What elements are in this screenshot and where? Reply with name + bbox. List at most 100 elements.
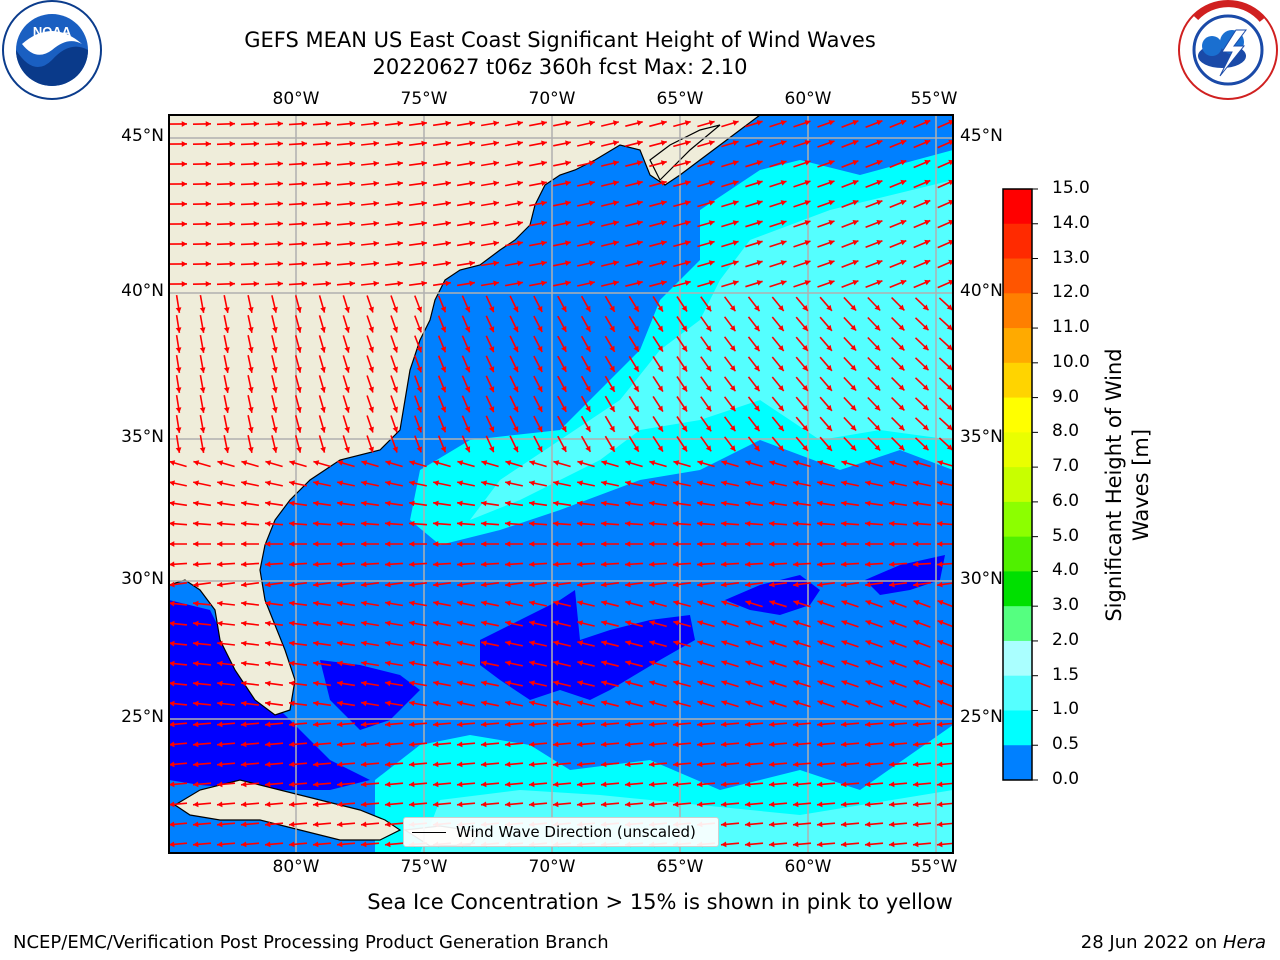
- wind-wave-arrow-head: [817, 480, 823, 486]
- wind-wave-arrow-head: [609, 425, 615, 432]
- wind-wave-arrow-head: [409, 721, 415, 728]
- wind-wave-arrow-head: [193, 801, 199, 808]
- lon-tick-top-70w: 70°W: [528, 89, 576, 109]
- wind-wave-arrow-head: [577, 700, 584, 706]
- wind-wave-arrow-head: [217, 600, 223, 607]
- wind-wave-arrow-head: [804, 200, 811, 206]
- lat-tick-right-30n: 30°N: [960, 569, 1003, 589]
- wind-wave-arrow-head: [481, 561, 487, 568]
- wind-wave-arrow-head: [325, 220, 331, 227]
- wind-wave-arrow-head: [601, 480, 607, 486]
- wind-wave-arrow-head: [481, 581, 487, 588]
- wind-wave-arrow-head: [537, 426, 543, 432]
- wind-wave-arrow-head: [505, 781, 511, 788]
- wind-wave-arrow-head: [565, 240, 571, 246]
- wind-wave-arrow-head: [385, 700, 391, 707]
- wind-wave-arrow-head: [876, 160, 883, 166]
- wind-wave-arrow-head: [241, 700, 247, 707]
- wind-wave-arrow-head: [561, 325, 567, 332]
- wind-wave-arrow-head: [708, 140, 715, 146]
- wind-wave-arrow-head: [681, 365, 687, 372]
- wind-wave-arrow-head: [841, 460, 848, 466]
- wind-wave-arrow-head: [577, 721, 583, 728]
- wind-wave-arrow-head: [421, 160, 427, 167]
- wind-wave-arrow-head: [265, 640, 271, 647]
- wind-wave-arrow-head: [625, 620, 632, 626]
- wind-wave-arrow-head: [745, 741, 751, 748]
- wind-wave-arrow-head: [517, 260, 523, 267]
- wind-wave-arrow-head: [361, 801, 367, 808]
- wind-wave-arrow-head: [826, 324, 832, 331]
- wind-wave-arrow-head: [924, 139, 931, 146]
- wind-wave-arrow-head: [296, 306, 302, 313]
- wind-wave-arrow-head: [780, 260, 787, 266]
- wind-wave-arrow-head: [601, 541, 607, 547]
- wind-wave-arrow-head: [865, 821, 871, 828]
- wind-wave-arrow-head: [325, 180, 331, 187]
- wind-wave-arrow-head: [828, 240, 835, 246]
- wind-wave-arrow-head: [385, 801, 391, 808]
- wind-wave-arrow-head: [828, 200, 835, 206]
- wind-wave-arrow-head: [865, 741, 871, 748]
- wind-wave-arrow-head: [169, 700, 175, 707]
- wind-wave-arrow-head: [385, 460, 392, 466]
- chart-subtitle: 20220627 t06z 360h fcst Max: 2.10: [372, 55, 748, 79]
- wind-wave-arrow-head: [817, 541, 823, 547]
- wind-wave-arrow-head: [745, 480, 751, 486]
- wind-wave-arrow-head: [636, 280, 643, 286]
- wave-patch-low-gulf: [169, 600, 370, 790]
- wind-wave-arrow-head: [913, 500, 919, 507]
- wind-wave-arrow-head: [223, 327, 230, 333]
- wind-wave-arrow-head: [529, 520, 535, 527]
- wind-wave-arrow-head: [649, 761, 655, 768]
- wind-wave-arrow-head: [793, 841, 799, 848]
- colorbar-tick-label: 3.0: [1052, 595, 1080, 616]
- wind-wave-arrow-head: [505, 700, 511, 706]
- wind-wave-arrow-head: [289, 640, 295, 647]
- wind-wave-arrow-head: [241, 721, 247, 728]
- sea-ice-caption: Sea Ice Concentration > 15% is shown in …: [367, 890, 953, 914]
- wind-wave-arrow-head: [913, 600, 920, 606]
- wind-wave-arrow-head: [561, 425, 567, 432]
- wind-wave-arrow-head: [922, 324, 929, 331]
- wind-wave-arrow-head: [660, 200, 667, 206]
- wind-wave-arrow-head: [199, 367, 206, 373]
- wind-wave-arrow-head: [397, 180, 403, 187]
- wind-wave-arrow-head: [852, 180, 859, 186]
- wind-wave-arrow-head: [505, 801, 511, 808]
- wind-wave-arrow-head: [613, 240, 619, 246]
- wind-wave-arrow-head: [649, 561, 655, 568]
- wind-wave-arrow-head: [169, 801, 175, 808]
- wind-wave-arrow-head: [169, 480, 175, 486]
- wind-wave-arrow-head: [537, 326, 543, 332]
- wind-wave-arrow-head: [585, 445, 591, 452]
- wind-wave-arrow-head: [625, 640, 632, 646]
- footer-credit: NCEP/EMC/Verification Post Processing Pr…: [13, 932, 609, 953]
- wind-wave-arrow-head: [248, 307, 254, 313]
- wind-wave-arrow-head: [409, 541, 415, 547]
- wind-wave-arrow-head: [320, 386, 326, 393]
- wind-wave-arrow-head: [684, 260, 691, 266]
- wind-wave-arrow-head: [199, 387, 206, 393]
- wind-wave-arrow-head: [913, 620, 920, 626]
- wind-wave-arrow-head: [313, 801, 319, 808]
- wind-wave-arrow-head: [493, 140, 499, 147]
- map-panel[interactable]: [168, 114, 955, 854]
- wind-wave-arrow-head: [277, 260, 283, 267]
- wind-wave-arrow-head: [513, 306, 519, 313]
- wind-wave-arrow-head: [433, 680, 439, 687]
- wind-wave-arrow-head: [433, 700, 439, 707]
- wind-wave-arrow-head: [852, 240, 859, 246]
- wind-wave-arrow-head: [937, 581, 943, 588]
- wind-wave-arrow-head: [865, 520, 871, 527]
- wind-wave-arrow-head: [385, 761, 391, 768]
- lat-tick-right-40n: 40°N: [960, 281, 1003, 301]
- wind-wave-arrow-head: [778, 345, 784, 351]
- wind-wave-arrow-head: [817, 700, 824, 706]
- wind-wave-arrow-head: [517, 220, 523, 227]
- wind-wave-arrow-head: [865, 841, 871, 848]
- wind-wave-arrow-head: [660, 280, 667, 286]
- wind-wave-arrow-head: [241, 741, 247, 748]
- wind-wave-arrow-head: [529, 581, 535, 588]
- wind-wave-arrow-head: [248, 347, 254, 353]
